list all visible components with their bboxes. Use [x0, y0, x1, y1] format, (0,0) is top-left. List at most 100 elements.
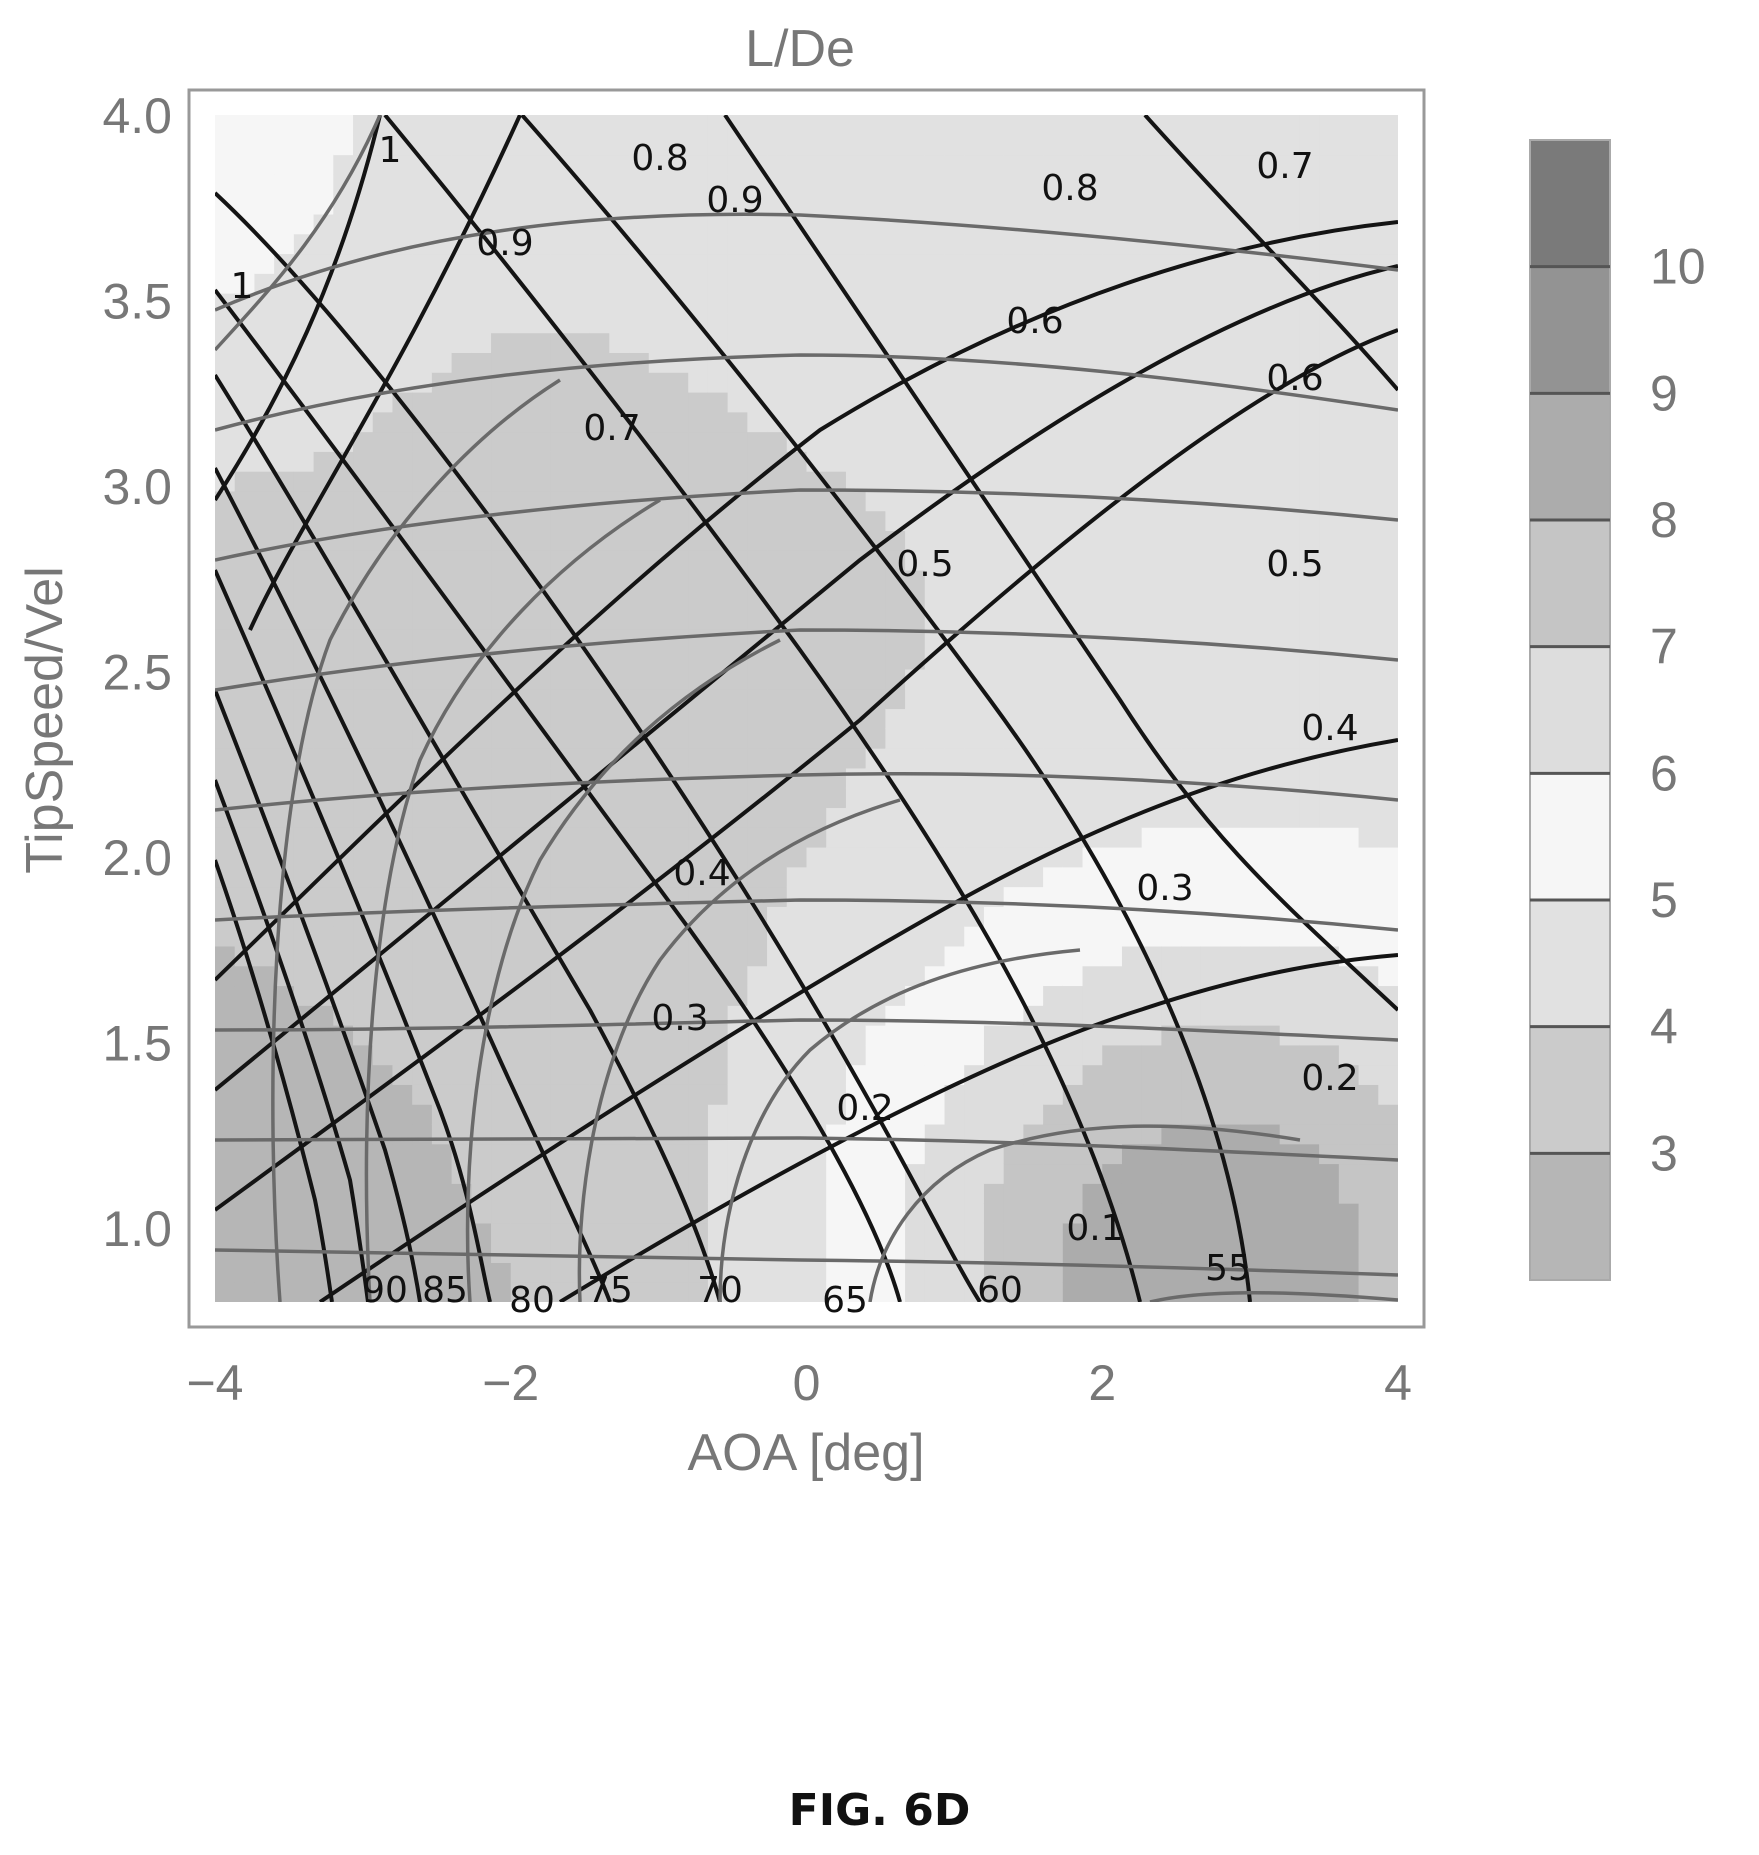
field-cell [1240, 1025, 1261, 1046]
field-cell [1082, 1203, 1103, 1224]
field-cell [1378, 807, 1398, 828]
colorbar-tick-label: 7 [1650, 619, 1678, 675]
field-cell [589, 945, 610, 967]
field-cell [865, 411, 886, 433]
field-cell [1082, 748, 1103, 769]
field-cell [609, 728, 630, 749]
field-cell [1023, 510, 1044, 532]
field-cell [510, 668, 532, 690]
field-cell [983, 787, 1005, 809]
field-cell [924, 708, 946, 729]
field-cell [1299, 1163, 1320, 1184]
field-cell [215, 372, 236, 393]
field-cell [806, 1242, 827, 1264]
field-cell [471, 550, 492, 571]
field-cell [944, 510, 965, 532]
field-cell [944, 906, 965, 927]
field-cell [530, 1163, 551, 1184]
field-cell [471, 154, 492, 175]
field-cell [845, 866, 867, 888]
field-cell [826, 886, 847, 907]
field-cell [629, 273, 650, 294]
field-cell [609, 708, 630, 729]
field-cell [964, 134, 985, 156]
field-cell [1161, 629, 1182, 650]
field-cell [1023, 649, 1044, 670]
efficiency-contour-label: 0.4 [673, 853, 730, 894]
field-cell [1220, 945, 1241, 967]
field-cell [550, 906, 571, 927]
field-cell [333, 668, 354, 690]
field-cell [668, 154, 689, 175]
field-cell [471, 391, 492, 413]
field-cell [707, 451, 729, 472]
field-cell [412, 1104, 433, 1125]
field-cell [589, 570, 610, 591]
field-cell [451, 451, 472, 472]
field-cell [1259, 352, 1281, 373]
field-cell [629, 1143, 650, 1165]
field-cell [353, 866, 374, 888]
field-cell [550, 1262, 571, 1283]
contour-line-gray [465, 638, 781, 1302]
field-cell [1319, 431, 1340, 452]
field-cell [648, 570, 670, 591]
field-cell [1319, 1123, 1340, 1145]
field-cell [550, 708, 571, 729]
field-cell [1200, 312, 1222, 334]
field-cell [1082, 926, 1103, 947]
field-cell [964, 273, 985, 294]
contour-lines [215, 115, 1398, 1302]
field-cell [826, 1183, 847, 1204]
field-cell [1378, 1262, 1398, 1283]
field-cell [1003, 668, 1024, 690]
field-cell [471, 748, 492, 769]
field-cell [589, 550, 610, 571]
field-cell [1003, 134, 1024, 156]
field-cell [1141, 827, 1162, 848]
field-cell [1082, 1262, 1103, 1283]
field-cell [1003, 688, 1024, 710]
field-cell [451, 1084, 472, 1105]
field-cell [885, 154, 906, 175]
field-cell [767, 1123, 788, 1145]
field-cell [530, 352, 551, 373]
field-cell [1378, 1064, 1398, 1085]
field-cell [924, 926, 946, 947]
field-cell [924, 1163, 946, 1184]
field-cell [845, 490, 867, 512]
field-cell [1338, 1064, 1360, 1085]
field-cell [1023, 827, 1044, 848]
field-cell [1181, 906, 1202, 927]
field-cell [944, 1084, 965, 1105]
field-cell [1200, 708, 1222, 729]
field-cell [1299, 649, 1320, 670]
field-cell [924, 1242, 946, 1264]
field-cell [1141, 668, 1162, 690]
field-cell [964, 1123, 985, 1145]
field-cell [786, 688, 808, 710]
field-cell [1338, 1163, 1360, 1184]
field-cell [983, 609, 1005, 630]
field-cell [431, 134, 453, 156]
field-cell [392, 570, 413, 591]
field-cell [707, 134, 729, 156]
field-cell [1319, 688, 1340, 710]
field-cell [944, 530, 965, 551]
field-cell [1062, 115, 1084, 136]
field-cell [747, 827, 768, 848]
field-cell [845, 431, 867, 452]
field-cell [727, 748, 748, 769]
field-cell [806, 1104, 827, 1125]
field-cell [944, 233, 965, 255]
field-cell [293, 1084, 315, 1105]
field-cell [215, 748, 236, 769]
field-cell [1181, 213, 1202, 235]
field-cell [510, 589, 532, 611]
field-cell [274, 471, 295, 492]
field-cell [767, 1262, 788, 1283]
field-cell [609, 194, 630, 215]
field-cell [1279, 154, 1301, 175]
field-cell [1200, 451, 1222, 472]
field-cell [471, 1163, 492, 1184]
